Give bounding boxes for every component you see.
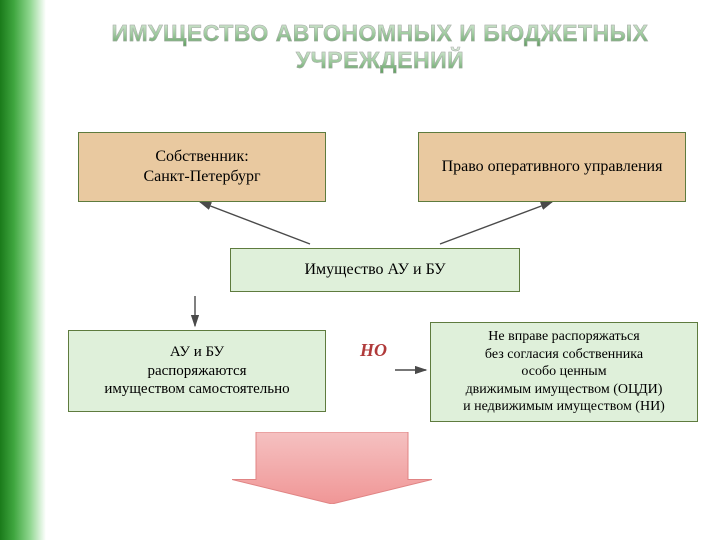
box-text-line: имуществом самостоятельно (104, 380, 289, 399)
box-text-line: Имущество АУ и БУ (304, 260, 445, 280)
down-block-arrow (232, 432, 432, 504)
box-text-line: Собственник: (155, 147, 248, 167)
box-text-line: Право оперативного управления (442, 157, 663, 177)
box-text-line: Санкт-Петербург (143, 167, 260, 187)
box-owner: Собственник:Санкт-Петербург (78, 132, 326, 202)
down-arrow-shape (232, 432, 432, 504)
box-restriction: Не вправе распоряжатьсябез согласия собс… (430, 322, 698, 422)
box-text-line: особо ценным (521, 363, 606, 381)
box-text-line: АУ и БУ (170, 343, 224, 362)
box-text-line: и недвижимым имуществом (НИ) (463, 398, 665, 416)
box-operative-management-right: Право оперативного управления (418, 132, 686, 202)
box-text-line: без согласия собственника (485, 346, 643, 364)
connector-arrow (200, 202, 310, 244)
box-property: Имущество АУ и БУ (230, 248, 520, 292)
box-text-line: движимым имуществом (ОЦДИ) (466, 381, 663, 399)
box-text-line: Не вправе распоряжаться (488, 328, 639, 346)
but-label: НО (360, 340, 387, 361)
box-text-line: распоряжаются (147, 362, 246, 381)
connector-arrow (440, 202, 552, 244)
box-dispose-self: АУ и БУраспоряжаютсяимуществом самостоят… (68, 330, 326, 412)
